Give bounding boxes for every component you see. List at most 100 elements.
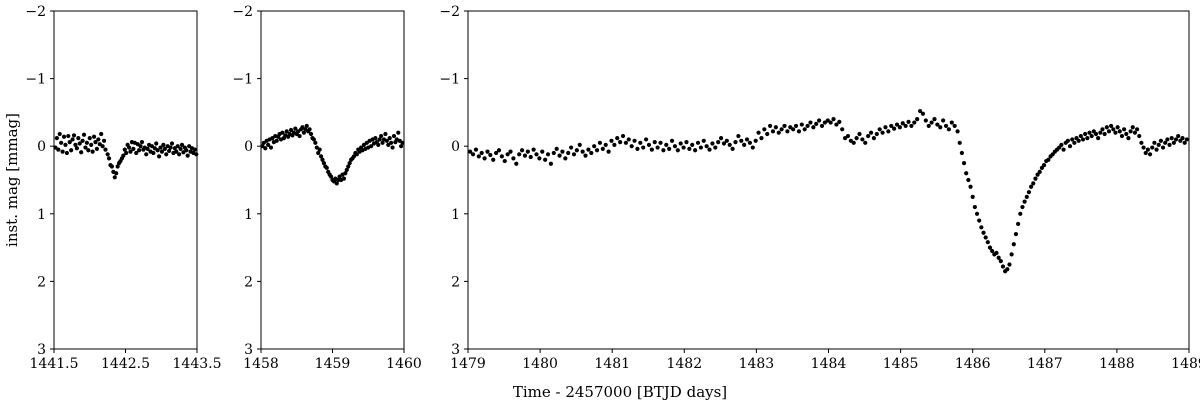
data-point — [571, 152, 577, 157]
data-point — [80, 138, 85, 143]
data-point — [86, 148, 91, 153]
data-point — [61, 134, 67, 139]
data-point — [274, 138, 279, 143]
data-point — [1147, 152, 1153, 157]
data-point — [776, 130, 781, 135]
data-point — [268, 145, 274, 150]
y-tick-label: 3 — [451, 342, 460, 358]
data-point — [77, 141, 82, 146]
data-point — [124, 150, 129, 156]
data-point — [164, 152, 169, 157]
data-point — [1065, 138, 1070, 143]
data-point — [387, 135, 392, 141]
data-point — [773, 125, 778, 130]
data-point — [1180, 135, 1185, 141]
data-point — [589, 150, 594, 156]
data-point — [373, 135, 378, 141]
data-point — [955, 129, 960, 134]
data-point — [174, 149, 179, 154]
data-point — [661, 148, 666, 153]
data-point — [782, 123, 787, 129]
data-point — [91, 134, 97, 139]
data-point — [56, 147, 61, 152]
y-tick-label: 2 — [37, 274, 46, 290]
data-point — [157, 154, 162, 159]
data-point — [583, 153, 588, 158]
data-point — [687, 146, 692, 151]
data-point — [1169, 135, 1174, 141]
data-point — [912, 120, 917, 125]
data-point — [70, 137, 75, 142]
data-point — [667, 146, 672, 151]
data-point — [1176, 133, 1181, 139]
data-point — [886, 129, 891, 134]
data-point — [866, 133, 871, 139]
data-point — [840, 127, 845, 132]
data-point — [972, 204, 977, 210]
data-point — [90, 149, 95, 154]
data-point — [1046, 157, 1051, 162]
data-point — [114, 171, 119, 176]
data-point — [288, 127, 294, 133]
data-point — [796, 129, 802, 134]
data-point — [122, 147, 127, 152]
data-point — [831, 117, 836, 122]
data-point — [649, 147, 654, 152]
data-point — [1128, 129, 1133, 134]
data-point — [297, 133, 302, 139]
data-point — [903, 123, 908, 129]
data-point — [860, 137, 865, 142]
data-point — [894, 122, 900, 127]
data-point — [308, 131, 314, 137]
data-point — [1141, 145, 1146, 150]
data-point — [1098, 130, 1103, 135]
data-point — [103, 147, 108, 152]
data-point — [508, 149, 513, 154]
data-point — [324, 165, 329, 170]
data-point — [317, 147, 322, 152]
data-point — [1117, 129, 1122, 134]
data-point — [540, 149, 545, 154]
data-point — [1000, 264, 1006, 269]
data-point — [159, 149, 165, 154]
data-point — [964, 171, 969, 176]
data-point — [1134, 127, 1140, 132]
data-point — [744, 137, 750, 142]
data-point — [64, 150, 69, 156]
data-point — [854, 135, 859, 141]
x-tick-label: 1459 — [315, 356, 351, 372]
data-point — [920, 111, 926, 116]
data-point — [695, 140, 701, 145]
data-point — [1130, 125, 1135, 130]
data-point — [284, 129, 289, 134]
data-point — [641, 145, 646, 150]
data-point — [121, 153, 126, 158]
data-point — [554, 146, 559, 151]
data-point — [79, 150, 84, 155]
data-point — [929, 120, 934, 125]
data-point — [811, 125, 816, 130]
data-point — [985, 240, 990, 245]
data-point — [1163, 140, 1168, 145]
data-point — [799, 122, 804, 127]
data-point — [1037, 169, 1042, 174]
x-tick-label: 1481 — [594, 356, 630, 372]
y-tick-label: 0 — [37, 139, 46, 155]
data-point — [1024, 194, 1029, 199]
data-point — [979, 225, 984, 230]
y-tick-label: −1 — [439, 72, 460, 88]
data-point — [664, 142, 669, 147]
data-point — [1102, 131, 1107, 137]
data-point — [321, 161, 327, 166]
data-point — [1154, 147, 1159, 152]
x-tick-label: 1480 — [522, 356, 558, 372]
data-point — [1156, 142, 1161, 147]
data-point — [87, 135, 92, 141]
data-point — [701, 138, 706, 143]
data-point — [178, 146, 183, 151]
data-point — [1029, 184, 1034, 189]
data-point — [145, 146, 150, 151]
data-point — [537, 156, 542, 161]
data-point — [1160, 145, 1166, 150]
data-point — [932, 117, 937, 122]
